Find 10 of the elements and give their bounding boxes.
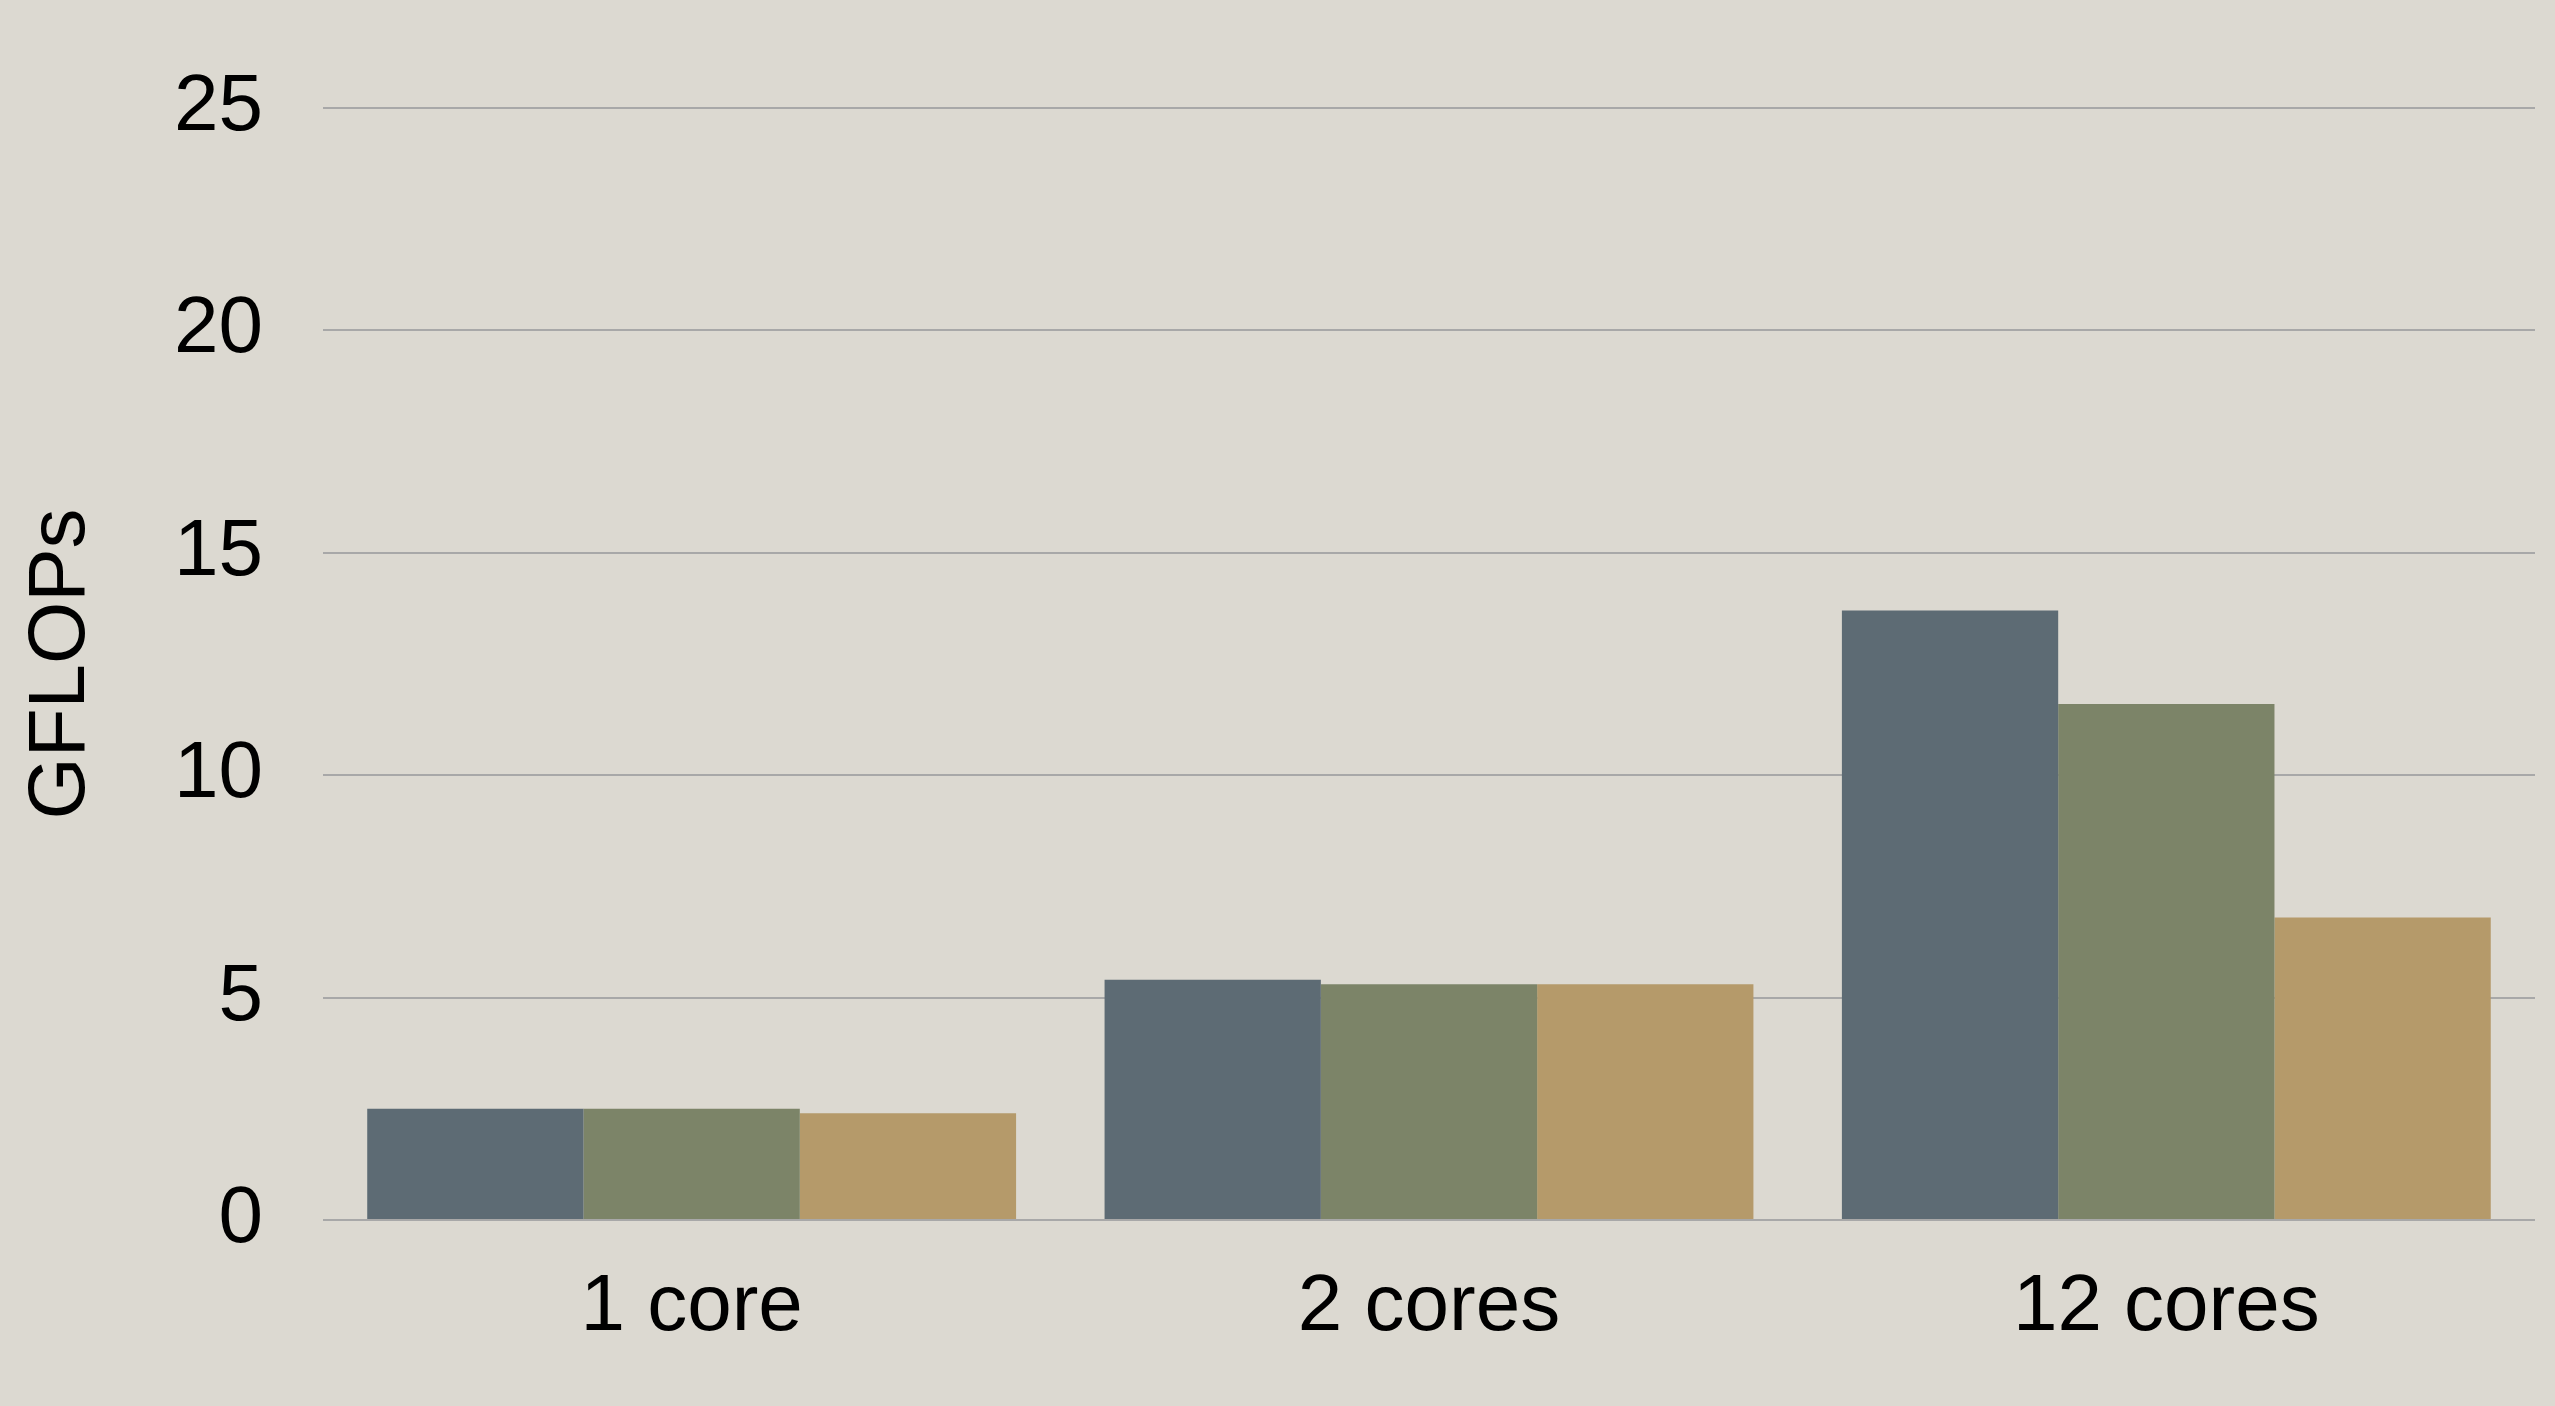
x-tick-label: 12 cores xyxy=(2012,1258,2320,1348)
x-tick-label: 1 core xyxy=(580,1258,803,1348)
y-tick-label: 20 xyxy=(174,280,263,370)
y-tick-label: 10 xyxy=(174,725,263,815)
y-tick-label: 5 xyxy=(218,947,263,1037)
x-tick-label: 2 cores xyxy=(1297,1258,1561,1348)
y-tick-label: 15 xyxy=(174,502,263,592)
y-tick-label: 25 xyxy=(174,58,263,148)
y-axis-title: GFLOPs xyxy=(12,508,102,820)
y-tick-label: 0 xyxy=(218,1170,263,1260)
